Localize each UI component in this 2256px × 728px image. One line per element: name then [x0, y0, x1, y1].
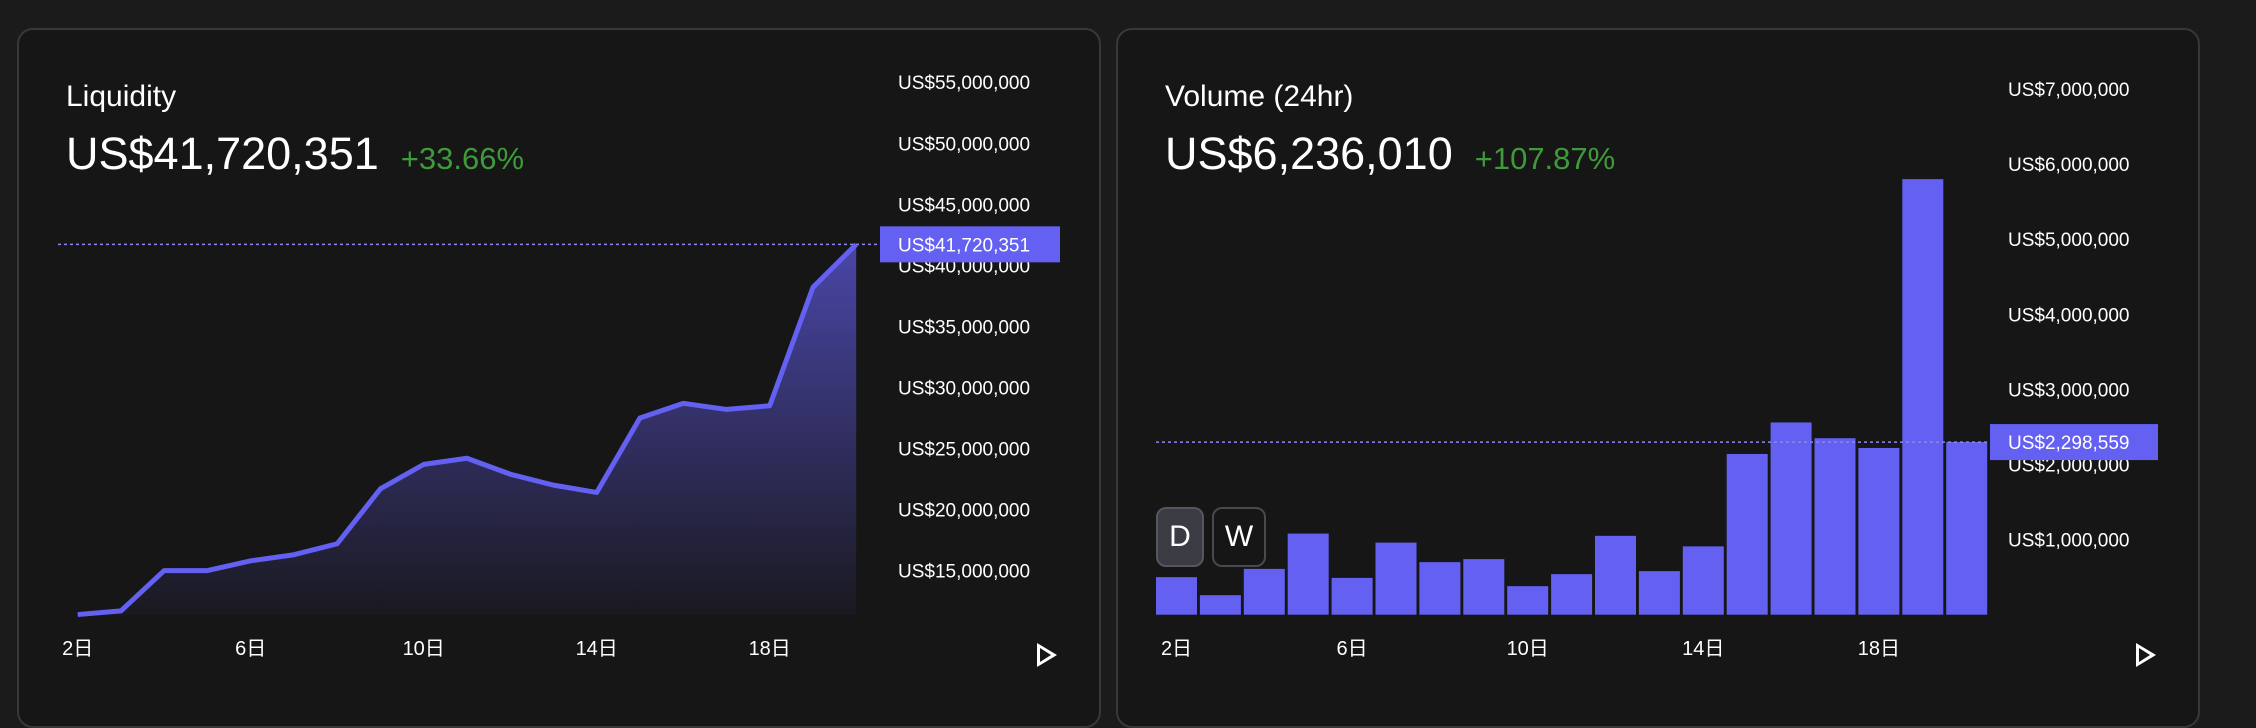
- volume-value: US$6,236,010: [1165, 128, 1453, 179]
- liquidity-change: +33.66%: [401, 141, 524, 176]
- volume-title: Volume (24hr): [1165, 80, 1353, 114]
- liquidity-value: US$41,720,351: [66, 128, 379, 179]
- liquidity-card: Liquidity US$41,720,351 +33.66%: [17, 28, 1101, 728]
- volume-card: Volume (24hr) US$6,236,010 +107.87%: [1116, 28, 2200, 728]
- volume-change: +107.87%: [1475, 141, 1615, 176]
- volume-value-row: US$6,236,010 +107.87%: [1165, 128, 1615, 180]
- liquidity-title: Liquidity: [66, 80, 176, 114]
- liquidity-value-row: US$41,720,351 +33.66%: [66, 128, 524, 180]
- weekly-toggle-button[interactable]: W: [1212, 507, 1266, 567]
- daily-toggle-button[interactable]: D: [1156, 507, 1204, 567]
- play-icon[interactable]: [1037, 643, 1057, 667]
- play-icon[interactable]: [2136, 643, 2156, 667]
